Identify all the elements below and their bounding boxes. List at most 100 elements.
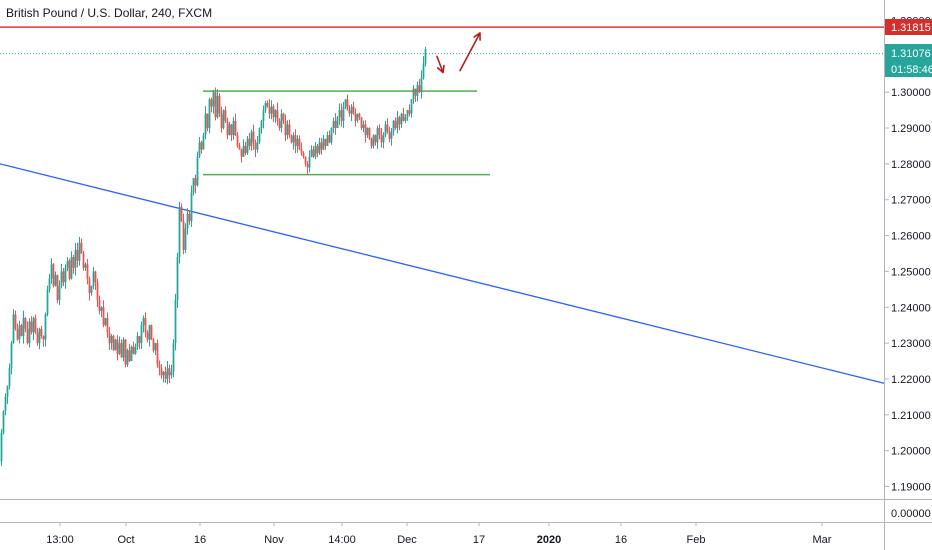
candle-body bbox=[204, 113, 207, 136]
candle-body bbox=[368, 128, 371, 139]
time-tick-label: 16 bbox=[194, 534, 206, 546]
candle-body bbox=[188, 214, 191, 222]
candle-body bbox=[158, 364, 161, 369]
candle-body bbox=[84, 264, 87, 268]
candle-body bbox=[246, 138, 249, 154]
candle-body bbox=[206, 113, 209, 129]
candle-body bbox=[40, 328, 43, 336]
trendline[interactable] bbox=[0, 163, 885, 384]
candle-body bbox=[336, 117, 339, 129]
candle-body bbox=[230, 124, 233, 136]
candle-body bbox=[408, 110, 411, 114]
resistance-price-tag: 1.31815 bbox=[885, 19, 932, 35]
candle-body bbox=[386, 124, 389, 132]
candle-body bbox=[256, 142, 259, 150]
candle-body bbox=[350, 106, 353, 114]
candle-body bbox=[252, 131, 255, 143]
candle-body bbox=[152, 339, 155, 351]
candle-body bbox=[198, 142, 201, 157]
candle-body bbox=[78, 242, 81, 261]
candle-body bbox=[404, 117, 407, 121]
plot-area[interactable] bbox=[0, 26, 885, 466]
candle-body bbox=[344, 99, 347, 107]
candle-body bbox=[200, 142, 203, 150]
candle-body bbox=[338, 110, 341, 118]
candle-body bbox=[88, 278, 91, 293]
candle-body bbox=[222, 110, 225, 129]
candle-body bbox=[420, 77, 423, 93]
candle-body bbox=[282, 113, 285, 121]
candle-body bbox=[184, 228, 187, 250]
candle-body bbox=[72, 257, 75, 268]
candle-body bbox=[26, 328, 29, 344]
candle-body bbox=[32, 318, 35, 333]
candle-body bbox=[138, 335, 141, 344]
time-tick-label: Feb bbox=[687, 534, 706, 546]
candle-body bbox=[302, 153, 305, 157]
candle-body bbox=[64, 267, 67, 283]
candle-body bbox=[340, 110, 343, 121]
candle-body bbox=[378, 128, 381, 136]
candle-body bbox=[134, 346, 137, 354]
candle-body bbox=[392, 120, 395, 132]
chart-title: British Pound / U.S. Dollar, 240, FXCM bbox=[6, 6, 213, 20]
candle-body bbox=[356, 113, 359, 121]
price-tick-label: 1.20000 bbox=[891, 446, 931, 458]
candle-body bbox=[254, 142, 257, 150]
candle-body bbox=[148, 325, 151, 340]
candle-body bbox=[216, 95, 219, 118]
candle-body bbox=[38, 328, 41, 344]
candle-body bbox=[224, 110, 227, 121]
candle-body bbox=[278, 120, 281, 129]
candle-body bbox=[98, 300, 101, 311]
candle-body bbox=[274, 110, 277, 118]
candle-body bbox=[320, 142, 323, 150]
time-tick-label: 17 bbox=[473, 534, 485, 546]
candle-body bbox=[90, 285, 93, 293]
candle-body bbox=[290, 135, 293, 143]
candle-body bbox=[218, 95, 221, 114]
candle-body bbox=[334, 120, 337, 129]
candle-body bbox=[398, 117, 401, 125]
time-scale[interactable]: 13:00 Oct 16 Nov 14:00 Dec 17 2020 16 Feb Mar bbox=[46, 522, 832, 547]
candle-body bbox=[42, 335, 45, 340]
candle-body bbox=[44, 314, 47, 340]
candle-body bbox=[130, 346, 133, 362]
candle-body bbox=[146, 332, 149, 340]
candle-body bbox=[136, 335, 139, 347]
candle-body bbox=[70, 257, 73, 279]
candle-body bbox=[140, 325, 143, 344]
candle-body bbox=[414, 88, 417, 96]
candle-body bbox=[342, 106, 345, 121]
candle-body bbox=[8, 368, 11, 387]
candle-body bbox=[238, 145, 241, 150]
candle-body bbox=[318, 142, 321, 154]
candle-body bbox=[424, 49, 427, 64]
candle-body bbox=[226, 120, 229, 136]
candle-body bbox=[74, 249, 77, 268]
candle-body bbox=[276, 110, 279, 121]
price-tick-label: 1.29000 bbox=[891, 123, 931, 135]
candle-body bbox=[30, 321, 33, 333]
candle-body bbox=[374, 135, 377, 143]
candle-body bbox=[286, 124, 289, 136]
arrow-up[interactable] bbox=[459, 32, 481, 72]
candle-body bbox=[20, 325, 23, 336]
candle-body bbox=[86, 264, 89, 279]
candle-body bbox=[312, 149, 315, 157]
candle-body bbox=[360, 117, 363, 129]
candle-body bbox=[232, 120, 235, 136]
candle-body bbox=[310, 149, 313, 157]
candle-body bbox=[372, 135, 375, 146]
time-tick-label: 2020 bbox=[537, 534, 561, 546]
arrow-down[interactable] bbox=[436, 55, 444, 74]
candle-body bbox=[388, 131, 391, 139]
candle-body bbox=[10, 343, 13, 369]
candle-body bbox=[242, 145, 245, 157]
candle-body bbox=[384, 124, 387, 136]
candle-body bbox=[272, 106, 275, 118]
candle-body bbox=[212, 92, 215, 107]
candle-body bbox=[180, 206, 183, 222]
time-tick-label: 16 bbox=[615, 534, 627, 546]
